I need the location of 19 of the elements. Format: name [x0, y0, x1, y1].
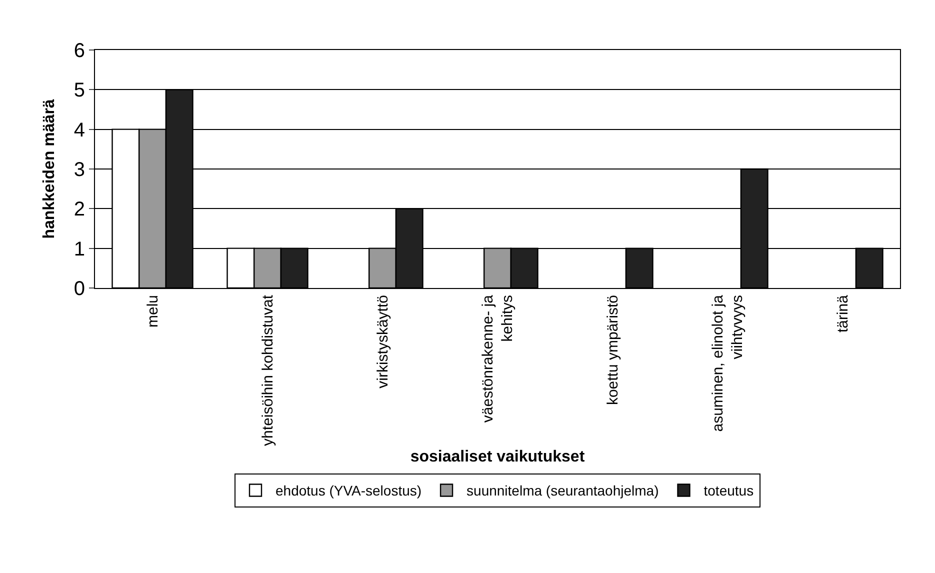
x-tick-label: asuminen, elinolot ja viihtyvyys	[710, 294, 746, 432]
legend-label: ehdotus (YVA-selostus)	[276, 482, 422, 499]
y-tick-label: 3	[74, 159, 85, 181]
x-tick-label: koettu ympäristö	[604, 295, 622, 406]
x-tick-label: melu	[144, 295, 162, 328]
x-tick-label: väestönrakenne- ja kehitys	[480, 294, 516, 423]
y-tick-label: 6	[74, 40, 85, 62]
y-tick-label: 0	[74, 278, 85, 300]
y-axis-title: hankkeiden määrä	[40, 99, 58, 239]
y-tick-label: 1	[74, 238, 85, 260]
legend-label: suunnitelma (seurantaohjelma)	[466, 482, 659, 499]
x-tick-label: tärinä	[834, 294, 852, 333]
x-tick-label: virkistyskäyttö	[374, 295, 392, 388]
y-tick-label: 5	[74, 80, 85, 102]
y-tick-label: 2	[74, 198, 85, 221]
x-tick-label: yhteisöihin kohdistuvat	[259, 294, 276, 446]
legend-label: toteutus	[704, 482, 754, 499]
y-tick-label: 4	[74, 119, 85, 142]
x-axis-title: sosiaaliset vaikutukset	[410, 448, 586, 466]
